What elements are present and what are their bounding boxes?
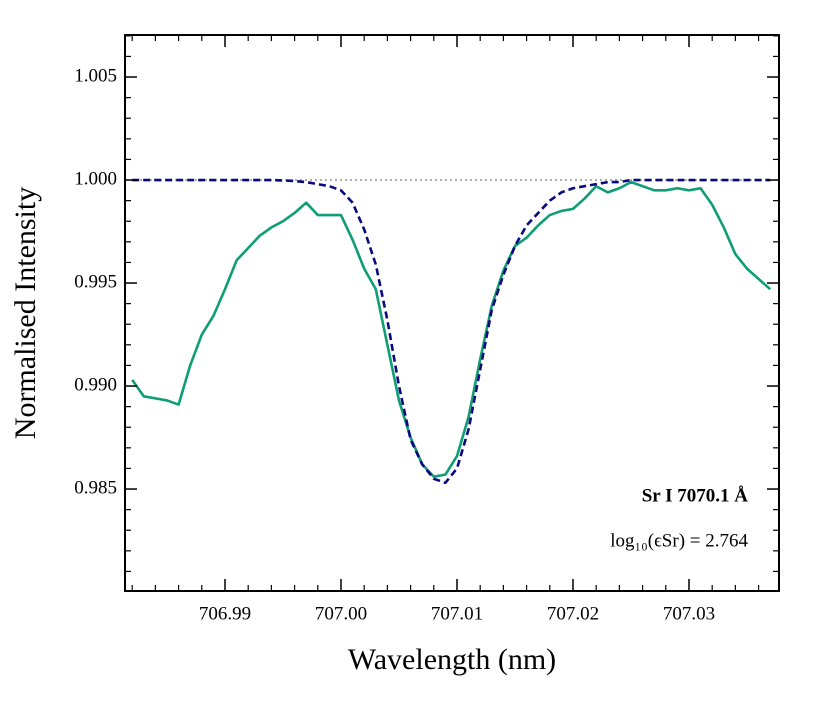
x-tick-label: 707.00 <box>315 603 367 624</box>
abundance-annotation: log₁₀(ϵSr) = 2.764 <box>610 530 748 551</box>
y-tick-label: 0.990 <box>74 374 117 395</box>
plot-frame <box>124 34 780 592</box>
line-solid <box>131 180 772 478</box>
x-tick-label: 706.99 <box>199 603 251 624</box>
x-tick-label: 707.01 <box>431 603 483 624</box>
x-tick-label: 707.02 <box>547 603 599 624</box>
y-tick-label: 0.985 <box>74 477 117 498</box>
y-tick-label: 1.005 <box>74 65 117 86</box>
x-tick-label: 707.03 <box>663 603 715 624</box>
y-tick-label: 1.000 <box>74 168 117 189</box>
x-axis-label: Wavelength (nm) <box>348 643 556 676</box>
y-axis-label: Normalised Intensity <box>9 187 42 439</box>
y-tick-label: 0.995 <box>74 271 117 292</box>
line-annotation: Sr I 7070.1 Å <box>642 485 749 506</box>
line-dashed <box>132 178 771 485</box>
